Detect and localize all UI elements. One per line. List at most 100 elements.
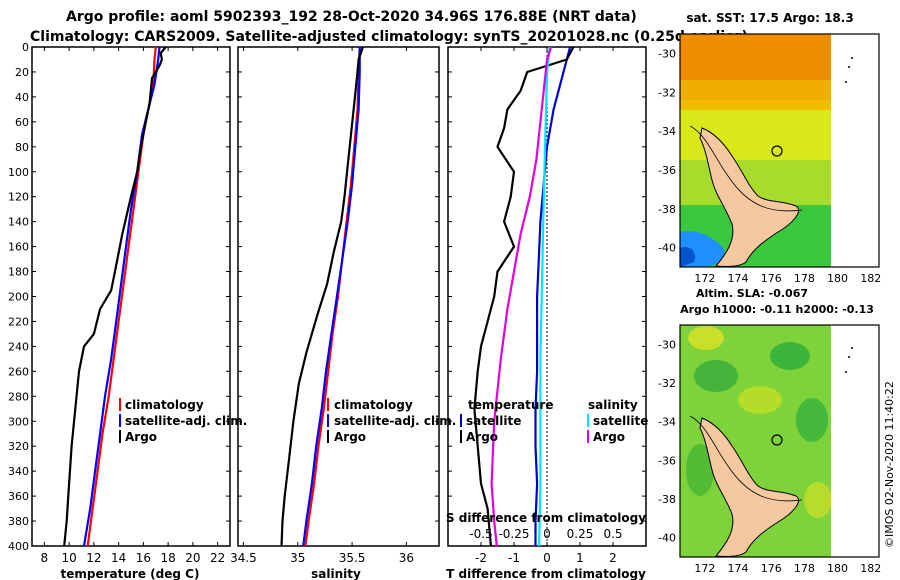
y-tick-label: 60 [15, 116, 29, 129]
temperature-xlabel: temperature (deg C) [61, 567, 200, 580]
legend-satellite-adj: satellite-adj. clim. [125, 414, 247, 428]
legend-argo: Argo [125, 430, 157, 444]
map-y-tick-label: -30 [658, 47, 676, 60]
series-temperature-argo [473, 46, 575, 547]
salinity-legend: climatology satellite-adj. clim. Argo [327, 398, 456, 444]
legend-t-satellite: satellite [466, 414, 521, 428]
map-x-tick-label: 172 [694, 562, 715, 575]
map-x-tick-label: 178 [794, 562, 815, 575]
map-x-tick-label: 182 [860, 562, 881, 575]
sla-high-blob [688, 326, 724, 350]
series-argo [280, 46, 364, 547]
y-tick-label: 20 [15, 66, 29, 79]
series-salinity-satellite [538, 46, 551, 547]
map-y-tick-label: -38 [658, 493, 676, 506]
sla-map-blank-east [831, 325, 879, 557]
header-line-2: Climatology: CARS2009. Satellite-adjuste… [30, 29, 748, 45]
series-temperature-satellite [534, 46, 572, 546]
series-argo [63, 46, 167, 547]
sst-map [679, 33, 880, 268]
x-tick-label: -2 [475, 551, 487, 565]
sst-mid-band [680, 80, 831, 110]
x2-tick-label: -0.25 [498, 527, 529, 541]
y-tick-label: 300 [8, 415, 29, 428]
y-tick-label: 80 [15, 141, 29, 154]
y-tick-label: 360 [8, 490, 29, 503]
x-tick-label: 34.5 [230, 551, 257, 565]
sla-high-blob [738, 386, 782, 414]
sst-island [848, 66, 850, 68]
x-tick-label: 35 [290, 551, 305, 565]
sla-low-blob [686, 444, 714, 496]
sla-land [699, 417, 800, 557]
sla-argo-marker [771, 434, 783, 446]
x-tick-label: 8 [41, 551, 49, 565]
sla-low-blob [694, 360, 738, 392]
x-tick-label: 18 [160, 551, 175, 565]
x2-tick-label: 0 [543, 527, 551, 541]
difference-xlabel: T difference from climatology [446, 567, 646, 580]
y-tick-label: 160 [8, 241, 29, 254]
sla-map-border [679, 324, 880, 558]
y-tick-label: 100 [8, 166, 29, 179]
imos-stamp: ©IMOS 02-Nov-2020 11:40:22 [883, 381, 896, 548]
x2-tick-label: -0.5 [469, 527, 492, 541]
x2-tick-label: 0.25 [567, 527, 594, 541]
sst-map-title: sat. SST: 17.5 Argo: 18.3 [686, 11, 853, 25]
legend-s-satellite: satellite [593, 414, 648, 428]
x-tick-label: 20 [185, 551, 200, 565]
legend-climatology: climatology [125, 398, 204, 412]
y-tick-label: 260 [8, 365, 29, 378]
sla-map-subtitle: Argo h1000: -0.11 h2000: -0.13 [680, 303, 874, 316]
x-tick-label: 10 [61, 551, 76, 565]
map-x-tick-label: 176 [761, 562, 782, 575]
legend-group-temperature: temperature [468, 398, 553, 412]
map-x-tick-label: 180 [827, 562, 848, 575]
y-tick-label: 120 [8, 191, 29, 204]
map-x-tick-label: 174 [728, 272, 749, 285]
difference-top-xlabel: S difference from climatology [446, 511, 646, 525]
map-y-tick-label: -34 [658, 125, 676, 138]
sla-low-blob [796, 398, 828, 442]
map-x-tick-label: 176 [761, 272, 782, 285]
map-y-tick-label: -30 [658, 338, 676, 351]
x-tick-label: 36 [399, 551, 414, 565]
map-x-tick-label: 180 [827, 272, 848, 285]
temperature-legend: climatology satellite-adj. clim. Argo [119, 398, 247, 444]
y-tick-label: 140 [8, 216, 29, 229]
sst-cold-patch [680, 246, 696, 267]
x2-tick-label: 0.5 [603, 527, 622, 541]
x-tick-label: -1 [508, 551, 520, 565]
sla-high-blob [804, 482, 832, 518]
x-tick-label: 0 [543, 551, 551, 565]
sla-low-blob [770, 342, 810, 370]
map-y-tick-label: -40 [658, 242, 676, 255]
y-tick-label: 340 [8, 465, 29, 478]
series-salinity-argo [490, 46, 553, 547]
map-x-tick-label: 174 [728, 562, 749, 575]
sst-isobath [689, 125, 803, 212]
plot-layer: 0204060801001201401601802002202402602803… [8, 41, 881, 575]
sst-island [845, 81, 847, 83]
y-tick-label: 40 [15, 91, 29, 104]
sst-map-blank-east [831, 34, 879, 267]
y-tick-label: 0 [22, 41, 29, 54]
series-satellite-adj-clim- [82, 46, 161, 547]
map-y-tick-label: -32 [658, 377, 676, 390]
x-tick-label: 2 [609, 551, 617, 565]
legend-satellite-adj: satellite-adj. clim. [334, 414, 456, 428]
y-tick-label: 380 [8, 515, 29, 528]
sla-isobath [689, 415, 803, 502]
y-tick-label: 320 [8, 440, 29, 453]
sst-map-border [679, 33, 880, 268]
sla-island [851, 347, 853, 349]
legend-s-argo: Argo [593, 430, 625, 444]
map-x-tick-label: 182 [860, 272, 881, 285]
map-y-tick-label: -36 [658, 164, 676, 177]
legend-argo: Argo [334, 430, 366, 444]
x-tick-label: 1 [576, 551, 584, 565]
y-tick-label: 280 [8, 390, 29, 403]
sla-map-title: Altim. SLA: -0.067 [696, 287, 808, 300]
map-x-tick-label: 172 [694, 272, 715, 285]
